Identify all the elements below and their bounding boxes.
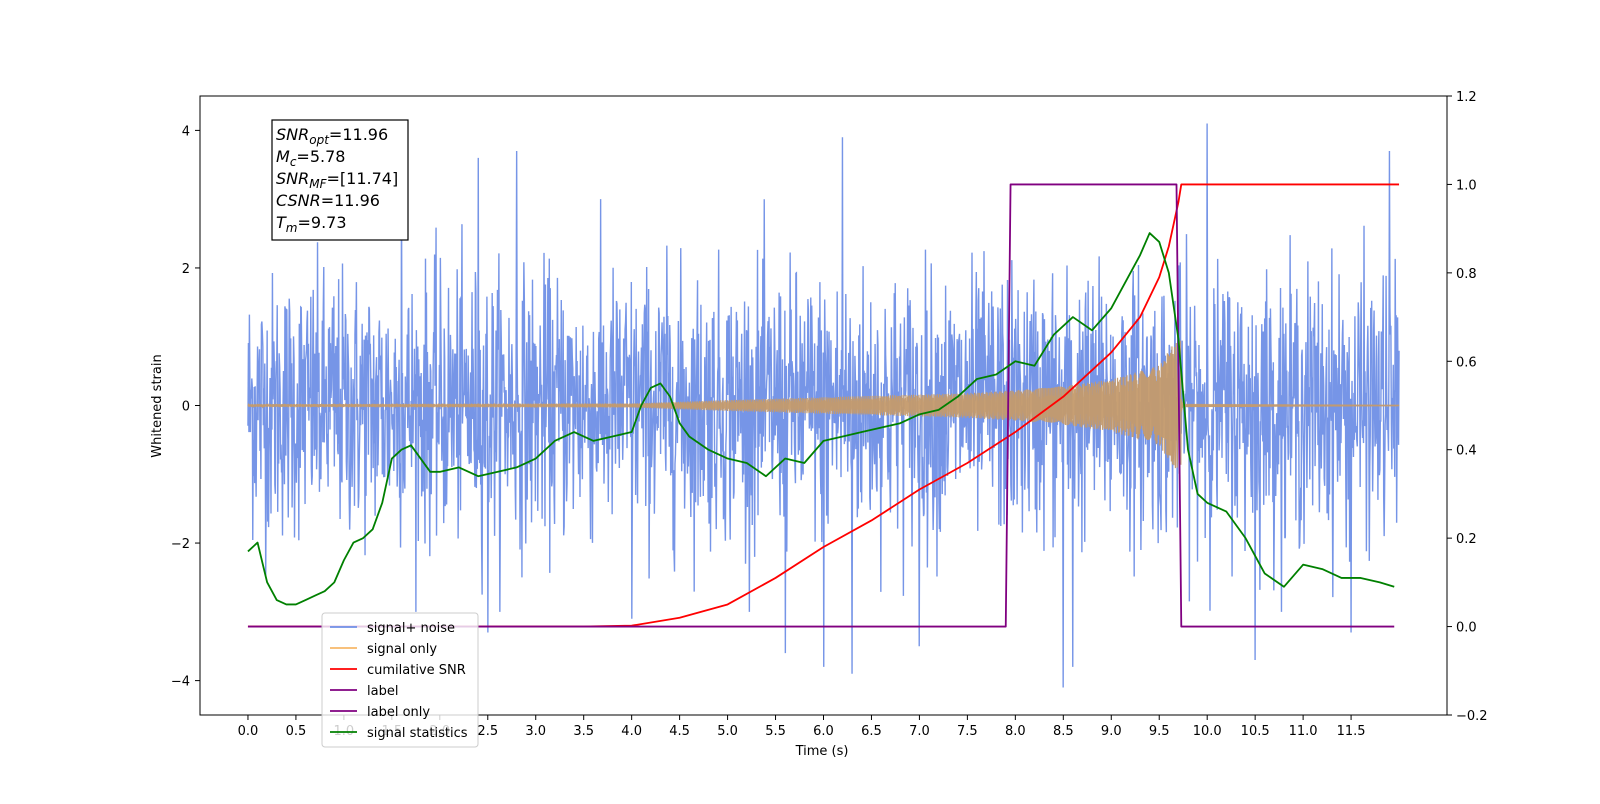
- x-tick-label: 8.0: [1005, 724, 1026, 739]
- x-tick-label: 11.5: [1337, 724, 1366, 739]
- annotation-box: SNRopt=11.96Mc=5.78SNRMF=[11.74]CSNR=11.…: [271, 119, 409, 241]
- y-axis-left: −4 −2 0 2 4: [171, 124, 200, 690]
- x-axis: 0.00.51.01.52.02.53.03.54.04.55.05.56.06…: [238, 715, 1366, 739]
- x-tick-label: 5.5: [765, 724, 786, 739]
- y2-tick-label: 1.2: [1456, 90, 1477, 105]
- x-tick-label: 6.5: [861, 724, 882, 739]
- annotation-line: SNRopt=11.96: [276, 125, 388, 147]
- series-line-label: [247, 183, 1395, 628]
- legend-label: signal only: [367, 642, 437, 657]
- legend-label: signal+ noise: [367, 621, 455, 636]
- series-line-cumulative-snr: [247, 183, 1400, 628]
- y2-tick-label: 0.2: [1456, 532, 1477, 547]
- legend-label: label only: [367, 705, 430, 720]
- x-tick-label: 11.0: [1289, 724, 1318, 739]
- legend-label: signal statistics: [367, 726, 468, 741]
- series-line-signal-only: [247, 340, 1400, 469]
- series-line-signal-statistics: [247, 232, 1395, 606]
- y-tick-label: 4: [182, 124, 190, 139]
- x-tick-label: 3.5: [573, 724, 594, 739]
- x-tick-label: 6.0: [813, 724, 834, 739]
- x-tick-label: 10.0: [1193, 724, 1222, 739]
- annotation-frame: [271, 119, 409, 241]
- y-tick-label: −4: [171, 675, 190, 690]
- x-tick-label: 7.0: [909, 724, 930, 739]
- series-layer: [247, 123, 1400, 688]
- legend-label: cumilative SNR: [367, 663, 466, 678]
- x-tick-label: 5.0: [717, 724, 738, 739]
- y-axis-label: Whitened strain: [150, 354, 165, 457]
- legend-frame: [321, 612, 479, 748]
- x-tick-label: 3.0: [525, 724, 546, 739]
- x-tick-label: 4.5: [669, 724, 690, 739]
- y-axis-right: −0.2 0.0 0.2 0.4 0.6 0.8 1.0 1.2: [1447, 90, 1488, 724]
- x-axis-label: Time (s): [795, 744, 849, 759]
- legend: signal+ noise signal only cumilative SNR la…: [321, 612, 479, 748]
- series-line-signal-noise: [247, 123, 1400, 688]
- y-tick-label: −2: [171, 537, 190, 552]
- y2-tick-label: 1.0: [1456, 178, 1477, 193]
- x-tick-label: 8.5: [1053, 724, 1074, 739]
- y2-tick-label: −0.2: [1456, 709, 1488, 724]
- annotation-line: SNRMF=[11.74]: [276, 169, 398, 191]
- x-tick-label: 4.0: [621, 724, 642, 739]
- x-tick-label: 0.0: [238, 724, 259, 739]
- y2-tick-label: 0.4: [1456, 444, 1477, 459]
- legend-label: label: [367, 684, 398, 699]
- y2-tick-label: 0.6: [1456, 355, 1477, 370]
- y-tick-label: 0: [182, 400, 190, 415]
- x-tick-label: 9.5: [1149, 724, 1170, 739]
- annotation-line: Mc=5.78: [276, 147, 345, 169]
- x-tick-label: 2.5: [477, 724, 498, 739]
- y2-tick-label: 0.0: [1456, 621, 1477, 636]
- x-tick-label: 10.5: [1241, 724, 1270, 739]
- x-tick-label: 7.5: [957, 724, 978, 739]
- y2-tick-label: 0.8: [1456, 267, 1477, 282]
- annotation-line: CSNR=11.96: [276, 191, 380, 210]
- x-tick-label: 9.0: [1101, 724, 1122, 739]
- y-tick-label: 2: [182, 262, 190, 277]
- x-tick-label: 0.5: [286, 724, 307, 739]
- annotation-line: Tm=9.73: [276, 213, 347, 235]
